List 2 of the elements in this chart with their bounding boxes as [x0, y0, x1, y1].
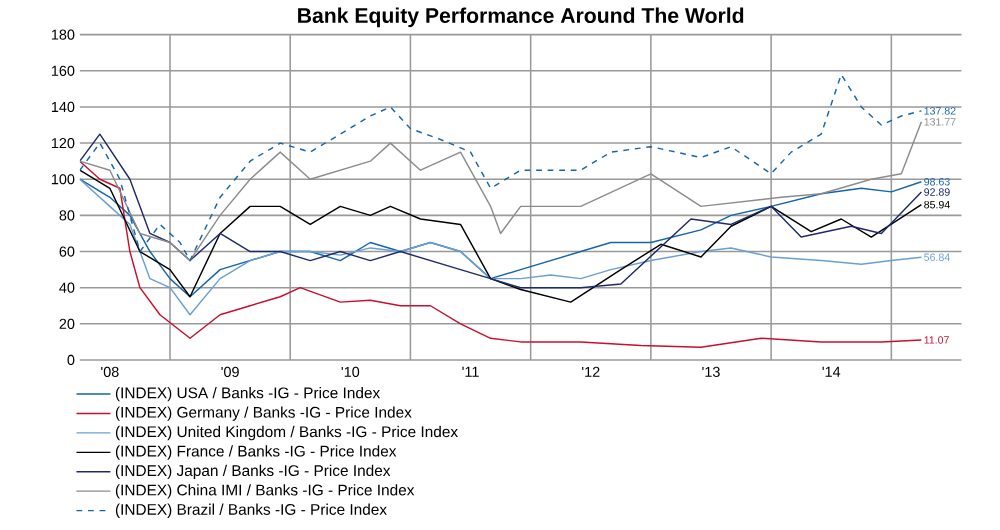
chart-title: Bank Equity Performance Around The World [298, 7, 744, 28]
line-series [79, 160, 923, 349]
